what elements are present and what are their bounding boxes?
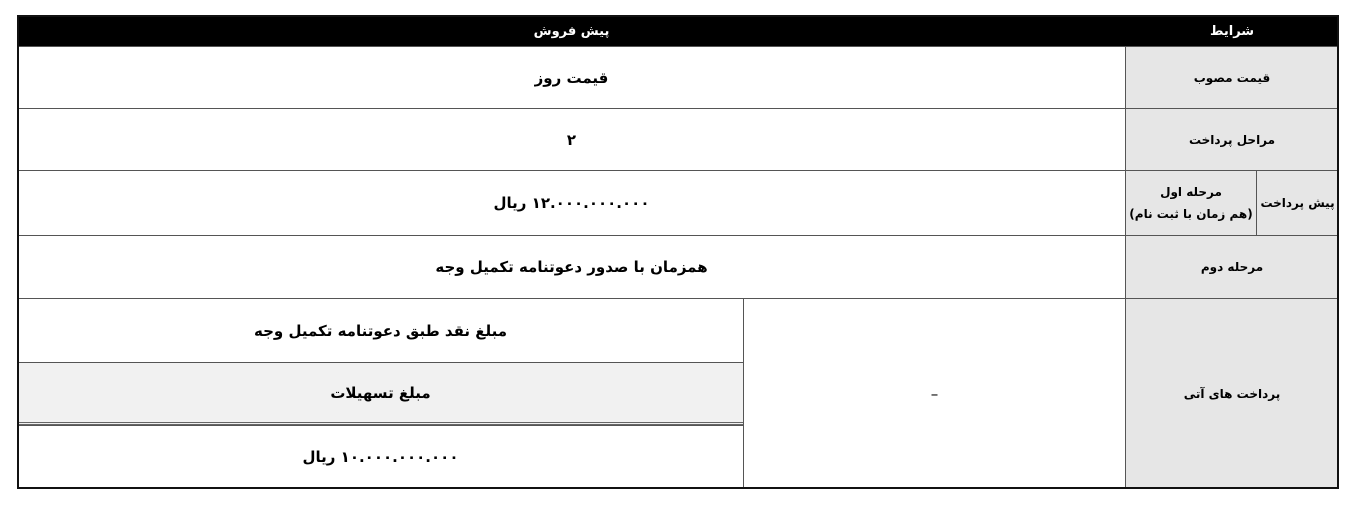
header-conditions: شرایط <box>1125 15 1339 47</box>
loan-amount-value: ۱۰.۰۰۰.۰۰۰.۰۰۰ ریال <box>17 425 744 489</box>
approved-price-value: قیمت روز <box>17 46 1126 109</box>
future-payments-middle: – <box>743 298 1126 489</box>
first-stage-label: مرحله اول (هم زمان با ثبت نام) <box>1125 170 1257 236</box>
prepayment-label: پیش پرداخت <box>1256 170 1339 236</box>
second-stage-value: همزمان با صدور دعوتنامه تکمیل وجه <box>17 235 1126 299</box>
loan-amount-label: مبلغ تسهیلات <box>17 362 744 425</box>
payment-stages-label: مراحل پرداخت <box>1125 108 1339 171</box>
payment-stages-value: ۲ <box>17 108 1126 171</box>
future-payments-label: پرداخت های آتی <box>1125 298 1339 489</box>
first-stage-title: مرحله اول <box>1160 185 1222 199</box>
first-stage-value: ۱۲.۰۰۰.۰۰۰.۰۰۰ ریال <box>17 170 1126 236</box>
approved-price-label: قیمت مصوب <box>1125 46 1339 109</box>
cash-amount: مبلغ نقد طبق دعوتنامه تکمیل وجه <box>17 298 744 363</box>
header-presale: پیش فروش <box>17 15 1126 47</box>
first-stage-note: (هم زمان با ثبت نام) <box>1129 207 1253 221</box>
second-stage-label: مرحله دوم <box>1125 235 1339 299</box>
